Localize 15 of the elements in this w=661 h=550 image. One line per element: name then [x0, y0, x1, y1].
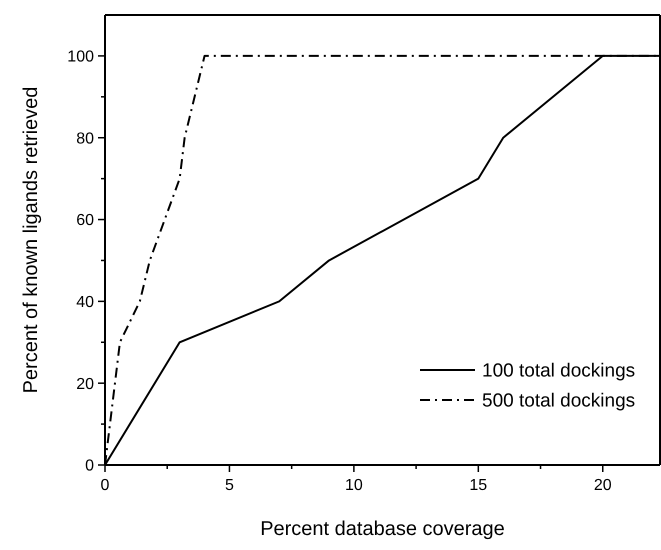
- y-tick-label: 80: [76, 130, 94, 148]
- y-tick-label: 0: [85, 458, 94, 475]
- x-axis-title: Percent database coverage: [260, 518, 505, 540]
- y-tick-label: 100: [67, 48, 94, 66]
- legend-label: 500 total dockings: [482, 390, 636, 412]
- x-tick-label: 0: [100, 477, 110, 494]
- x-tick-label: 5: [224, 477, 234, 494]
- y-tick-label: 40: [76, 294, 94, 311]
- x-tick-label: 10: [344, 477, 363, 494]
- y-tick-label: 20: [76, 376, 94, 393]
- y-axis-title: Percent of known ligands retrieved: [20, 86, 42, 394]
- y-tick-label: 60: [76, 212, 94, 230]
- x-tick-label: 20: [594, 477, 612, 494]
- x-tick-label: 15: [469, 477, 488, 494]
- legend-label: 100 total dockings: [482, 360, 636, 382]
